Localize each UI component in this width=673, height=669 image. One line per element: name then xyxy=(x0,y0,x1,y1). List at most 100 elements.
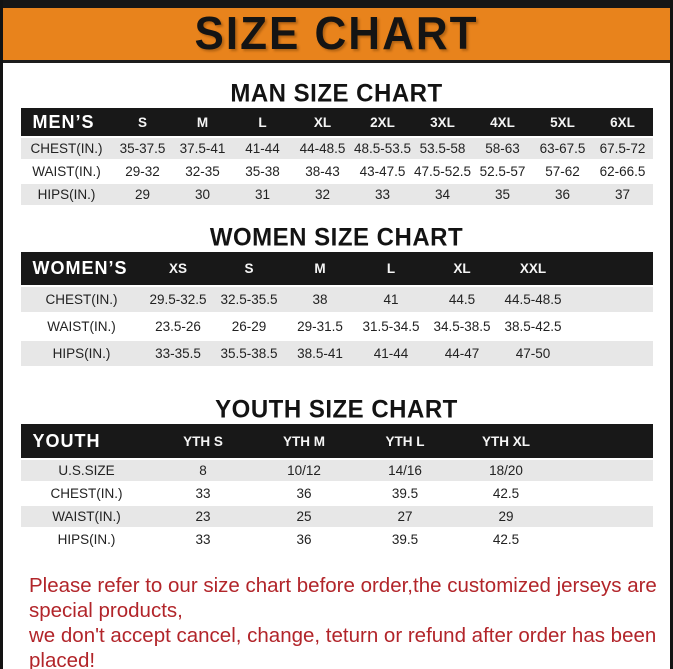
size-value-cell: 58-63 xyxy=(472,136,533,159)
size-value-cell: 29.5-32.5 xyxy=(142,285,214,312)
size-value-cell: 30 xyxy=(172,182,233,205)
size-value-cell: 41-44 xyxy=(355,339,427,366)
size-value-cell: 38.5-42.5 xyxy=(497,312,569,339)
size-value-cell: 34 xyxy=(412,182,473,205)
size-chart-banner: SIZE CHART xyxy=(3,8,670,63)
size-value-cell: 36 xyxy=(253,527,355,550)
size-value-cell: 8 xyxy=(152,458,254,481)
spacer-cell xyxy=(568,312,653,339)
top-black-strip xyxy=(3,0,670,8)
size-column-header: S xyxy=(213,252,285,285)
footer-disclaimer-line2: we don't accept cancel, change, teturn o… xyxy=(29,624,657,669)
table-header-row: MEN’S S M L XL 2XL 3XL 4XL 5XL 6XL xyxy=(20,108,653,136)
size-column-header: XL xyxy=(426,252,498,285)
size-value-cell: 44-48.5 xyxy=(292,136,353,159)
measurement-row: CHEST(IN.) 29.5-32.5 32.5-35.5 38 41 44.5 44.5… xyxy=(20,285,653,312)
size-value-cell: 37.5-41 xyxy=(172,136,233,159)
size-column-header: YTH M xyxy=(253,424,355,458)
size-column-header: 2XL xyxy=(352,108,413,136)
size-column-header: M xyxy=(172,108,233,136)
size-value-cell: 63-67.5 xyxy=(532,136,593,159)
size-column-header: 5XL xyxy=(532,108,593,136)
size-value-cell: 33 xyxy=(152,481,254,504)
size-value-cell: 32.5-35.5 xyxy=(213,285,285,312)
size-value-cell: 35.5-38.5 xyxy=(213,339,285,366)
measurement-label: CHEST(IN.) xyxy=(20,481,153,504)
table-group-label: WOMEN’S xyxy=(20,252,143,285)
size-value-cell: 47-50 xyxy=(497,339,569,366)
size-value-cell: 38-43 xyxy=(292,159,353,182)
measurement-label: CHEST(IN.) xyxy=(20,285,143,312)
size-value-cell: 44.5-48.5 xyxy=(497,285,569,312)
footer-disclaimer: Please refer to our size chart before or… xyxy=(3,573,670,669)
size-column-header: 4XL xyxy=(472,108,533,136)
measurement-label: HIPS(IN.) xyxy=(20,339,143,366)
size-column-header: S xyxy=(112,108,173,136)
size-value-cell: 18/20 xyxy=(455,458,557,481)
size-value-cell: 27 xyxy=(354,504,456,527)
size-value-cell: 34.5-38.5 xyxy=(426,312,498,339)
size-value-cell: 39.5 xyxy=(354,481,456,504)
spacer-cell xyxy=(556,527,653,550)
measurement-row: HIPS(IN.) 33 36 39.5 42.5 xyxy=(20,527,653,550)
size-value-cell: 23.5-26 xyxy=(142,312,214,339)
size-value-cell: 29 xyxy=(455,504,557,527)
measurement-row: HIPS(IN.) 33-35.5 35.5-38.5 38.5-41 41-44 44-… xyxy=(20,339,653,366)
table-header-row: YOUTH YTH S YTH M YTH L YTH XL xyxy=(20,424,653,458)
size-value-cell: 67.5-72 xyxy=(592,136,653,159)
size-value-cell: 35-38 xyxy=(232,159,293,182)
size-value-cell: 48.5-53.5 xyxy=(352,136,413,159)
spacer-cell xyxy=(568,339,653,366)
size-value-cell: 26-29 xyxy=(213,312,285,339)
spacer-cell xyxy=(568,252,653,285)
size-value-cell: 47.5-52.5 xyxy=(412,159,473,182)
measurement-row: WAIST(IN.) 29-32 32-35 35-38 38-43 43-47.5 47.… xyxy=(20,159,653,182)
size-column-header: YTH L xyxy=(354,424,456,458)
size-value-cell: 42.5 xyxy=(455,527,557,550)
size-value-cell: 36 xyxy=(253,481,355,504)
size-value-cell: 23 xyxy=(152,504,254,527)
spacer-cell xyxy=(568,285,653,312)
size-value-cell: 38.5-41 xyxy=(284,339,356,366)
size-column-header: L xyxy=(232,108,293,136)
size-value-cell: 29 xyxy=(112,182,173,205)
size-value-cell: 35-37.5 xyxy=(112,136,173,159)
size-value-cell: 25 xyxy=(253,504,355,527)
size-value-cell: 43-47.5 xyxy=(352,159,413,182)
size-value-cell: 39.5 xyxy=(354,527,456,550)
measurement-label: U.S.SIZE xyxy=(20,458,153,481)
footer-disclaimer-line1: Please refer to our size chart before or… xyxy=(29,574,657,622)
measurement-row: WAIST(IN.) 23.5-26 26-29 29-31.5 31.5-34.5 34… xyxy=(20,312,653,339)
measurement-row: CHEST(IN.) 33 36 39.5 42.5 xyxy=(20,481,653,504)
women-size-table: WOMEN’S XS S M L XL XXL CHEST(IN.) 29.5-32.5 32.5… xyxy=(20,252,653,366)
size-value-cell: 14/16 xyxy=(354,458,456,481)
spacer-cell xyxy=(556,424,653,458)
size-value-cell: 53.5-58 xyxy=(412,136,473,159)
size-column-header: 3XL xyxy=(412,108,473,136)
page-title: SIZE CHART xyxy=(194,7,479,60)
size-column-header: L xyxy=(355,252,427,285)
measurement-row: CHEST(IN.) 35-37.5 37.5-41 41-44 44-48.5 48.5… xyxy=(20,136,653,159)
size-value-cell: 52.5-57 xyxy=(472,159,533,182)
size-column-header: 6XL xyxy=(592,108,653,136)
measurement-label: WAIST(IN.) xyxy=(20,504,153,527)
size-value-cell: 32 xyxy=(292,182,353,205)
size-column-header: YTH XL xyxy=(455,424,557,458)
men-size-table: MEN’S S M L XL 2XL 3XL 4XL 5XL 6XL CHEST(IN.) 35-37… xyxy=(20,108,653,205)
spacer-cell xyxy=(556,504,653,527)
measurement-label: CHEST(IN.) xyxy=(20,136,113,159)
size-value-cell: 33-35.5 xyxy=(142,339,214,366)
size-column-header: XXL xyxy=(497,252,569,285)
size-value-cell: 32-35 xyxy=(172,159,233,182)
table-header-row: WOMEN’S XS S M L XL XXL xyxy=(20,252,653,285)
measurement-label: WAIST(IN.) xyxy=(20,312,143,339)
size-value-cell: 33 xyxy=(352,182,413,205)
size-value-cell: 29-32 xyxy=(112,159,173,182)
spacer-cell xyxy=(556,458,653,481)
size-value-cell: 31.5-34.5 xyxy=(355,312,427,339)
size-value-cell: 42.5 xyxy=(455,481,557,504)
table-group-label: MEN’S xyxy=(20,108,113,136)
size-value-cell: 37 xyxy=(592,182,653,205)
women-section-title: WOMEN SIZE CHART xyxy=(209,223,464,252)
